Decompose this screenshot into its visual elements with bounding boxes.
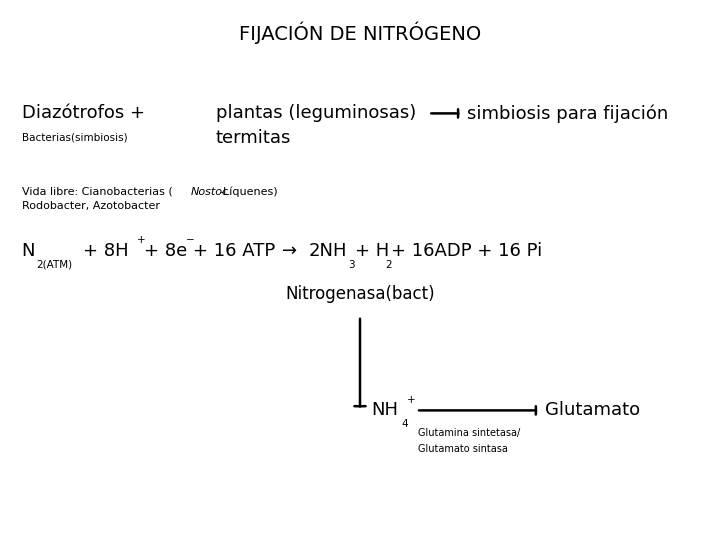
- Text: 3: 3: [348, 260, 355, 269]
- Text: N: N: [22, 242, 35, 260]
- Text: 4: 4: [401, 419, 408, 429]
- Text: NH: NH: [371, 401, 397, 420]
- Text: + H: + H: [355, 242, 390, 260]
- Text: + 8e: + 8e: [144, 242, 187, 260]
- Text: Glutamina sintetasa/: Glutamina sintetasa/: [418, 428, 520, 438]
- Text: −: −: [186, 235, 194, 245]
- Text: FIJACIÓN DE NITRÓGENO: FIJACIÓN DE NITRÓGENO: [239, 21, 481, 44]
- Text: Nitrogenasa(bact): Nitrogenasa(bact): [285, 285, 435, 303]
- Text: termitas: termitas: [216, 129, 292, 147]
- Text: + 8H: + 8H: [83, 242, 128, 260]
- Text: +: +: [407, 395, 415, 404]
- Text: →: →: [282, 242, 297, 260]
- Text: 2: 2: [385, 260, 392, 269]
- Text: Glutamato: Glutamato: [545, 401, 640, 420]
- Text: -Líquenes): -Líquenes): [220, 186, 278, 197]
- Text: +: +: [137, 235, 145, 245]
- Text: Bacterias(simbiosis): Bacterias(simbiosis): [22, 133, 127, 143]
- Text: Vida libre: Cianobacterias (: Vida libre: Cianobacterias (: [22, 187, 172, 197]
- Text: 2(ATM): 2(ATM): [36, 260, 72, 269]
- Text: + 16ADP + 16 Pi: + 16ADP + 16 Pi: [391, 242, 542, 260]
- Text: plantas (leguminosas): plantas (leguminosas): [216, 104, 416, 123]
- Text: + 16 ATP: + 16 ATP: [193, 242, 275, 260]
- Text: Rodobacter, Azotobacter: Rodobacter, Azotobacter: [22, 201, 160, 211]
- Text: Nostoc: Nostoc: [191, 187, 229, 197]
- Text: Diazótrofos +: Diazótrofos +: [22, 104, 145, 123]
- Text: Glutamato sintasa: Glutamato sintasa: [418, 444, 508, 454]
- Text: simbiosis para fijación: simbiosis para fijación: [467, 104, 668, 123]
- Text: 2NH: 2NH: [308, 242, 346, 260]
